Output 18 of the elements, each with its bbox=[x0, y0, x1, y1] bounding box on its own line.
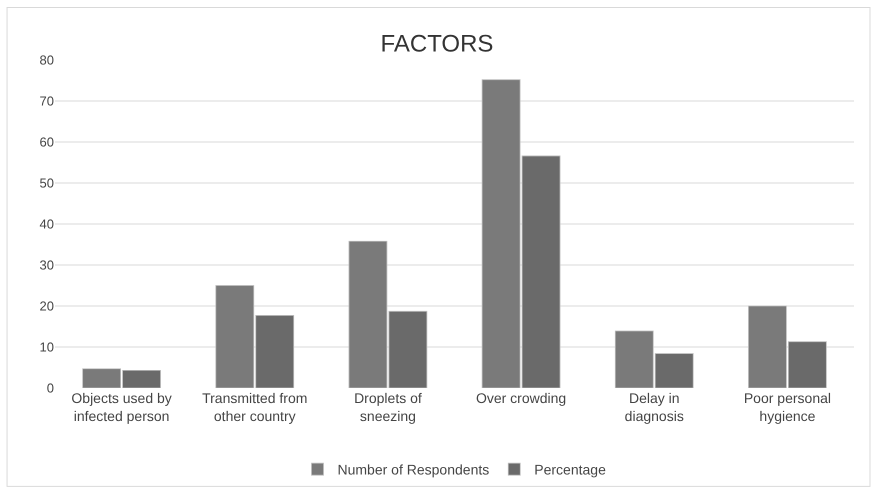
y-tick-label: 70 bbox=[40, 94, 54, 109]
y-tick-label: 60 bbox=[40, 134, 54, 150]
x-tick-label: Droplets of sneezing bbox=[354, 390, 422, 424]
y-tick-label: 80 bbox=[40, 52, 54, 68]
y-tick-label: 40 bbox=[40, 216, 54, 232]
legend-label: Percentage bbox=[534, 462, 606, 478]
y-tick-label: 20 bbox=[40, 298, 54, 314]
x-tick-label: Delay in diagnosis bbox=[624, 390, 684, 424]
chart-title: FACTORS bbox=[380, 30, 494, 58]
x-tick-label: Objects used by infected person bbox=[71, 390, 172, 424]
x-tick-label: Poor personal hygience bbox=[744, 390, 832, 424]
legend-label: Number of Respondents bbox=[338, 462, 490, 478]
x-tick-label: Transmitted from other country bbox=[202, 390, 308, 424]
x-tick-label: Over crowding bbox=[476, 390, 566, 406]
y-tick-label: 0 bbox=[46, 380, 54, 396]
y-tick-label: 50 bbox=[40, 176, 54, 191]
y-tick-label: 10 bbox=[40, 340, 54, 355]
y-tick-label: 30 bbox=[40, 258, 54, 273]
